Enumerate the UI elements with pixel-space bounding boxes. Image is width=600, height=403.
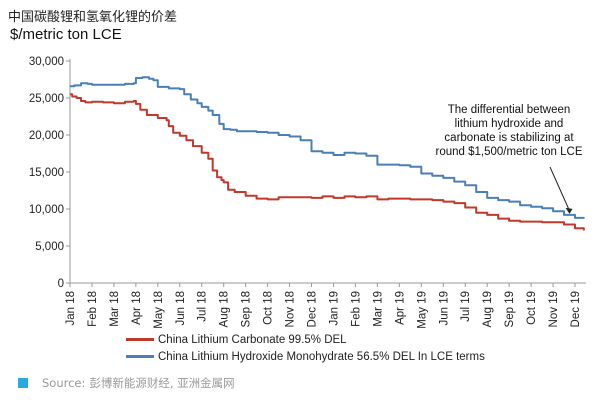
chart-series [70, 76, 585, 231]
chart-legend: China Lithium Carbonate 99.5% DEL China … [126, 331, 485, 365]
x-tick-label: Jan 18 [65, 291, 77, 326]
x-tick-label: Jul 19 [460, 291, 472, 322]
x-tick-label: Sep 18 [241, 291, 253, 327]
x-tick-label: Jan 19 [328, 291, 340, 326]
x-tick-label: Nov 19 [548, 291, 560, 327]
x-tick-label: Dec 18 [307, 291, 319, 327]
square-icon [18, 378, 28, 388]
x-tick-label: Mar 18 [109, 291, 121, 327]
x-tick-label: Nov 18 [285, 291, 297, 327]
x-tick-label: Oct 18 [263, 291, 275, 325]
legend-swatch-carbonate [126, 338, 154, 341]
chart-axes: 0 5,000 10,000 15,000 20,000 25,000 30,000 Jan … [29, 56, 586, 329]
source-label: Source: [42, 376, 86, 390]
x-tick-label: Aug 18 [219, 291, 231, 327]
annotation-text-line: lithium hydroxide and [455, 118, 564, 130]
annotation-text-line: round $1,500/metric ton LCE [435, 146, 582, 158]
source-text: 彭博新能源财经, 亚洲金属网 [89, 376, 235, 390]
x-tick-label: May 18 [153, 291, 165, 329]
series-line [70, 93, 585, 231]
series-0 [70, 93, 585, 231]
x-tick-label: Oct 19 [526, 291, 538, 325]
x-tick-label: Jul 18 [197, 291, 209, 322]
source-note: Source: 彭博新能源财经, 亚洲金属网 [18, 375, 235, 391]
series-1 [70, 76, 585, 219]
legend-label-carbonate: China Lithium Carbonate 99.5% DEL [158, 333, 347, 346]
x-tick-label: Jun 19 [438, 291, 450, 326]
x-tick-label: Feb 19 [350, 291, 362, 327]
legend-item-hydroxide: China Lithium Hydroxide Monohydrate 56.5… [126, 348, 485, 365]
x-tick-label: Sep 19 [504, 291, 516, 327]
x-tick-label: Jun 18 [175, 291, 187, 326]
annotation-text-line: The differential between [448, 104, 571, 116]
legend-item-carbonate: China Lithium Carbonate 99.5% DEL [126, 331, 485, 348]
y-tick-label: 25,000 [29, 93, 64, 105]
y-tick-label: 10,000 [29, 204, 64, 216]
y-tick-label: 20,000 [29, 130, 64, 142]
page-title: 中国碳酸锂和氢氧化锂的价差 [8, 10, 178, 25]
x-tick-label: Apr 19 [394, 291, 406, 325]
x-tick-label: Aug 19 [482, 291, 494, 327]
y-tick-label: 0 [58, 278, 64, 290]
legend-label-hydroxide: China Lithium Hydroxide Monohydrate 56.5… [158, 350, 485, 363]
x-tick-label: Mar 19 [372, 291, 384, 327]
x-tick-label: Feb 18 [87, 291, 99, 327]
y-tick-label: 30,000 [29, 56, 64, 68]
chart-annotation: The differential between lithium hydroxid… [435, 104, 583, 214]
annotation-text-line: carbonate is stabilizing at [444, 132, 574, 144]
y-tick-label: 15,000 [29, 167, 64, 179]
legend-swatch-hydroxide [126, 355, 154, 358]
annotation-arrow-head [565, 207, 573, 214]
chart-unit-label: $/metric ton LCE [10, 26, 122, 43]
series-line [70, 76, 585, 219]
annotation-arrow-line [549, 166, 570, 212]
x-tick-label: Dec 19 [570, 291, 582, 327]
x-tick-label: May 19 [416, 291, 428, 329]
x-tick-label: Apr 18 [131, 291, 143, 325]
y-tick-label: 5,000 [35, 241, 64, 253]
